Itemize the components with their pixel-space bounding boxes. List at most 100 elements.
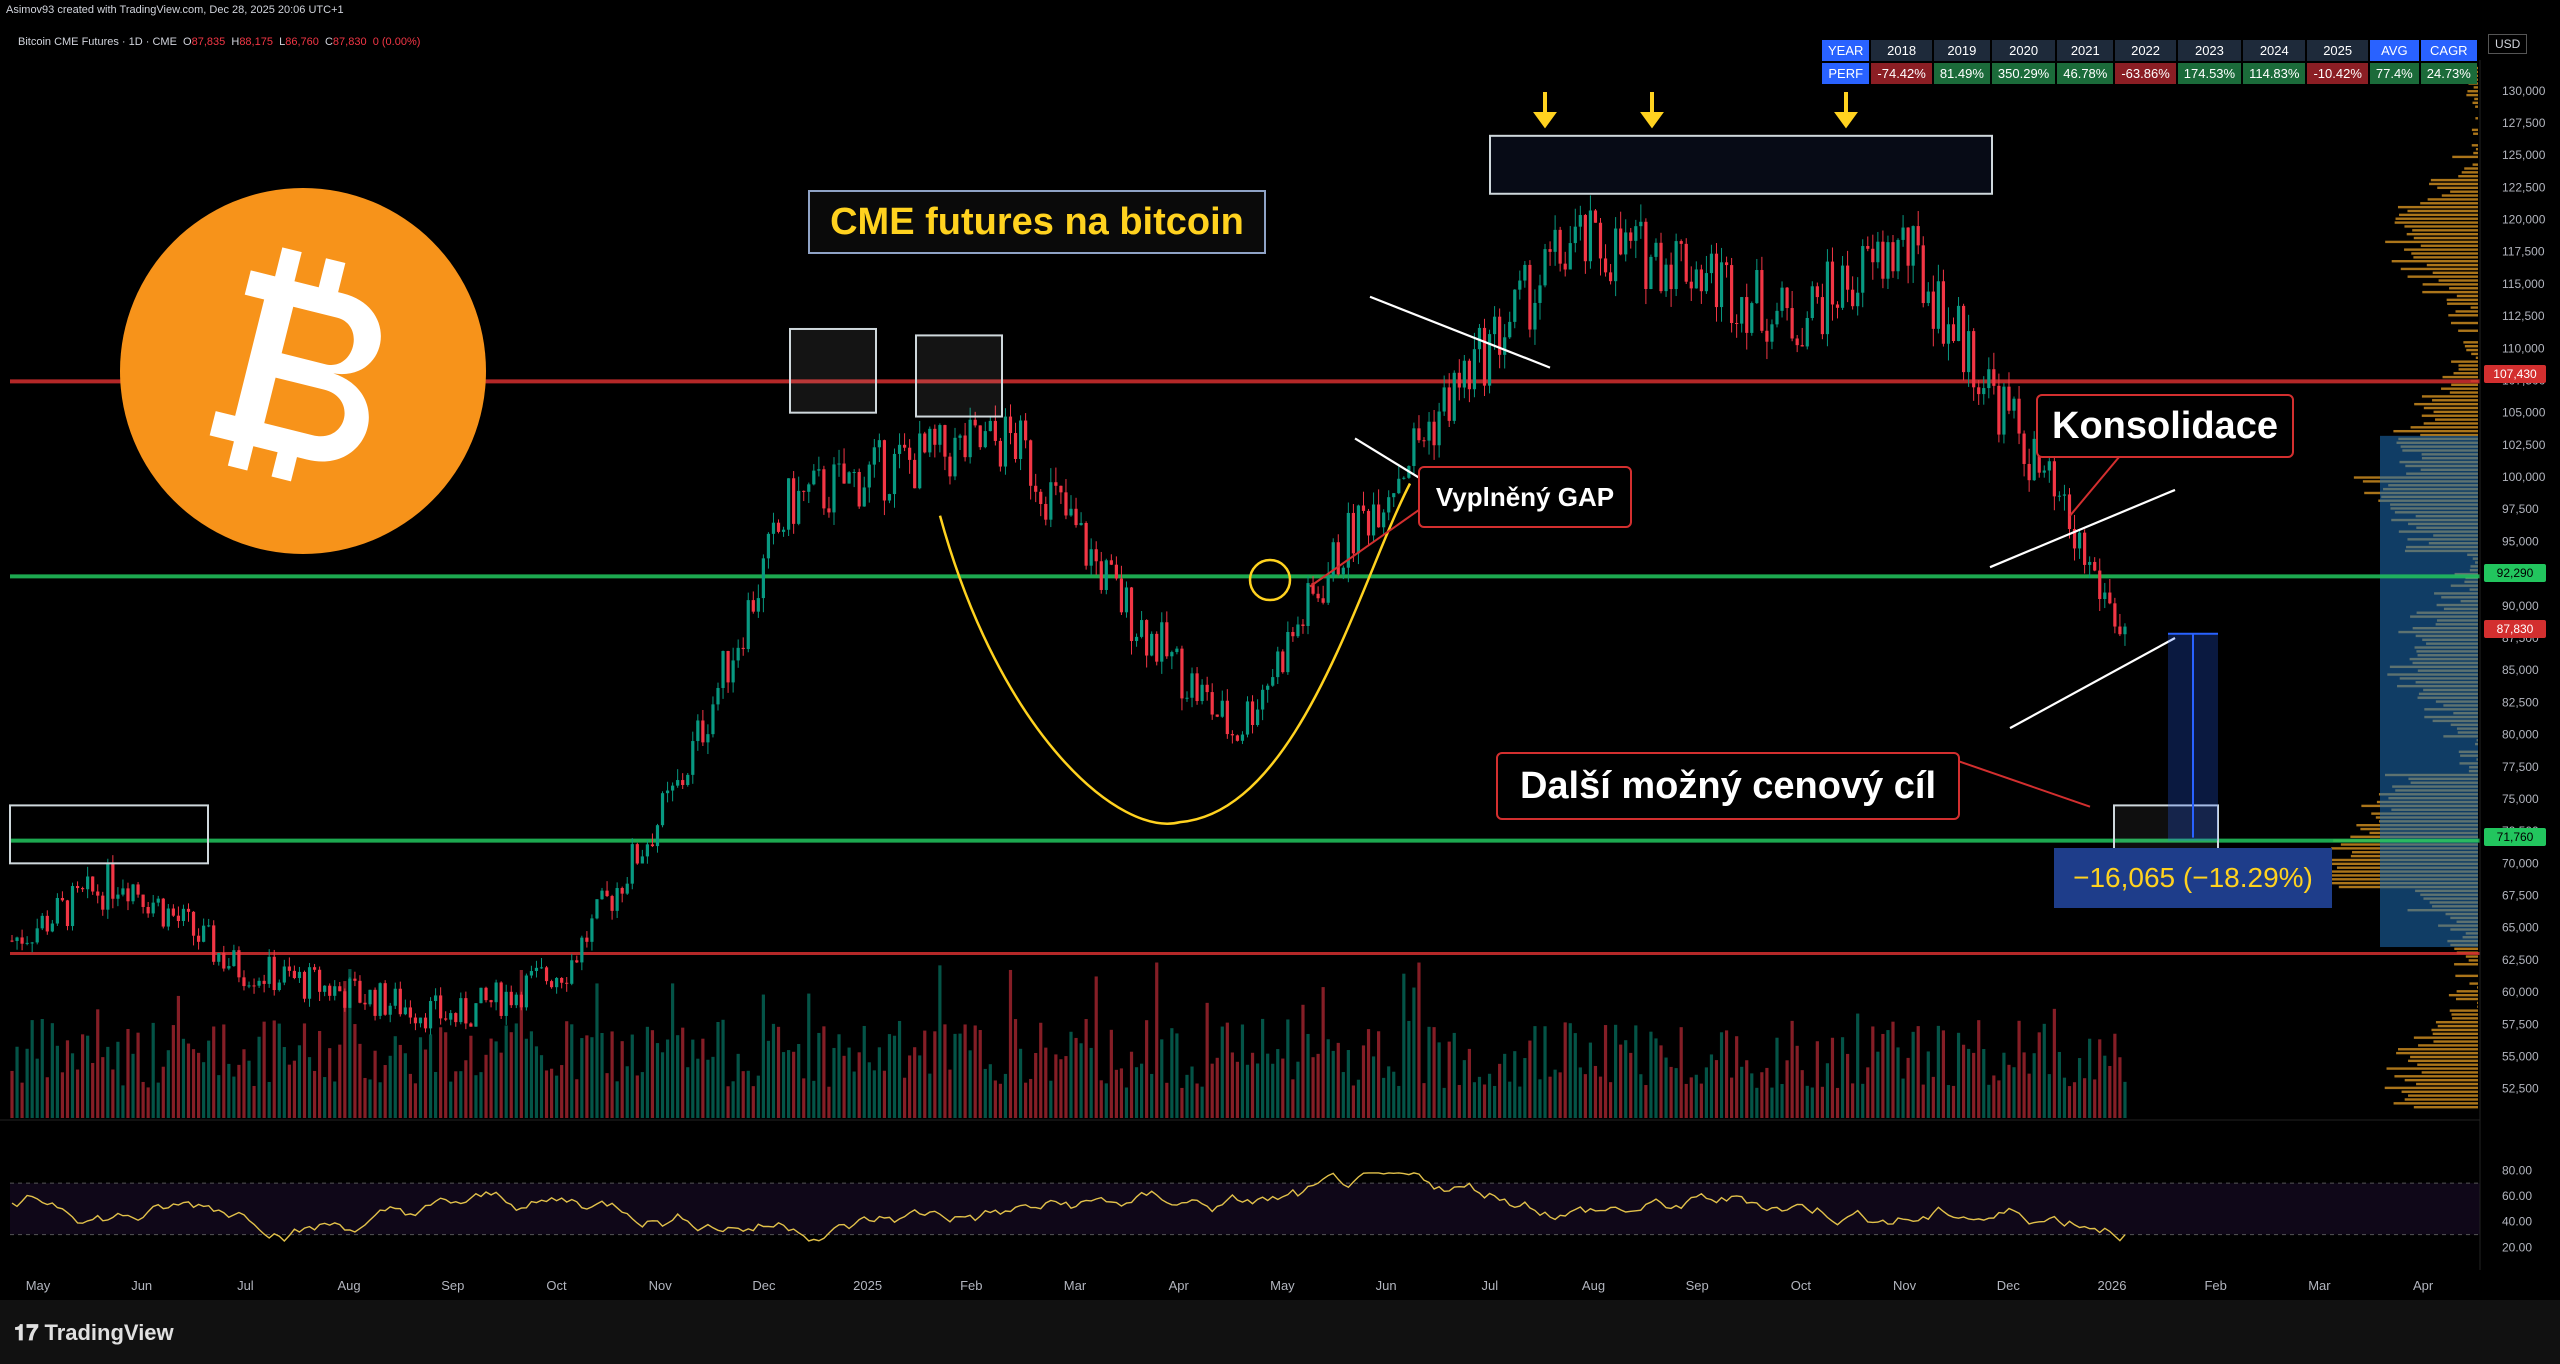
volume-profile-bar xyxy=(2385,240,2478,244)
volume-bar xyxy=(297,1045,302,1118)
volume-bar xyxy=(1286,1019,1290,1118)
time-tick-label: Sep xyxy=(1686,1278,1709,1293)
volume-bar xyxy=(1170,1028,1174,1118)
rsi-tick-label: 20.00 xyxy=(2502,1240,2532,1254)
candle-body xyxy=(383,983,387,1015)
gap-callout: Vyplněný GAP xyxy=(1418,466,1632,528)
candle-body xyxy=(191,911,196,936)
candle-body xyxy=(1810,286,1814,319)
volume-profile-bar xyxy=(2433,410,2478,414)
volume-profile-bar xyxy=(2423,422,2478,425)
volume-bar xyxy=(2037,1032,2041,1118)
price-tick-label: 115,000 xyxy=(2502,277,2545,291)
candle-body xyxy=(1805,318,1809,347)
volume-bar xyxy=(1331,1050,1335,1118)
candle-body xyxy=(1856,292,1860,307)
candle-body xyxy=(1054,482,1058,486)
callout-pointer xyxy=(1955,759,2091,808)
candle-body xyxy=(635,844,639,864)
candle-body xyxy=(1266,685,1270,690)
volume-bar xyxy=(20,1082,24,1118)
candle-body xyxy=(988,420,992,432)
volume-bar xyxy=(1714,1060,1719,1118)
candle-body xyxy=(1432,421,1436,446)
candle-body xyxy=(50,923,54,932)
volume-bar xyxy=(464,1060,468,1118)
volume-bar xyxy=(862,1025,866,1118)
volume-bar xyxy=(45,1077,49,1118)
volume-bar xyxy=(1134,1067,1139,1118)
volume-bar xyxy=(1245,1064,1250,1118)
volume-bar xyxy=(1119,1068,1124,1118)
perf-year: 2025 xyxy=(2307,40,2368,61)
candle-body xyxy=(111,863,115,899)
candle-body xyxy=(1916,226,1920,246)
volume-profile-bar xyxy=(2466,348,2478,352)
volume-bar xyxy=(1024,1082,1028,1118)
candle-body xyxy=(1029,440,1033,486)
volume-profile-bar xyxy=(2454,947,2478,951)
volume-profile-bar xyxy=(2475,147,2478,151)
candle-body xyxy=(86,876,90,890)
candle-body xyxy=(549,981,554,988)
candle-body xyxy=(1230,734,1234,736)
candle-body xyxy=(993,420,997,441)
volume-bar xyxy=(807,993,811,1118)
top-zone-box xyxy=(1489,134,1993,195)
volume-profile-bar xyxy=(2473,86,2478,89)
time-tick-label: Feb xyxy=(960,1278,982,1293)
volume-bar xyxy=(302,1023,307,1118)
volume-bar xyxy=(1452,1032,1456,1118)
time-tick-label: Sep xyxy=(441,1278,464,1293)
volume-bar xyxy=(948,1069,952,1118)
volume-bar xyxy=(35,1058,39,1118)
volume-bar xyxy=(1109,1029,1113,1118)
candle-body xyxy=(1543,249,1547,286)
volume-bar xyxy=(191,1049,196,1118)
volume-bar xyxy=(1346,1050,1350,1118)
volume-bar xyxy=(1487,1073,1492,1118)
volume-bar xyxy=(1457,1084,1461,1118)
volume-bar xyxy=(1750,1073,1754,1118)
time-tick-label: Nov xyxy=(1893,1278,1917,1293)
volume-profile-bar xyxy=(2447,302,2478,305)
volume-bar xyxy=(439,1027,443,1118)
volume-profile-bar xyxy=(2408,1059,2478,1063)
currency-button[interactable]: USD xyxy=(2488,34,2528,54)
volume-bar xyxy=(217,1075,221,1118)
volume-profile-bar xyxy=(2451,383,2478,387)
volume-bar xyxy=(1220,1026,1224,1118)
price-tag-support-mid: 92,290 xyxy=(2484,564,2546,582)
candle-body xyxy=(1225,700,1229,735)
volume-profile-bar xyxy=(2467,90,2478,93)
candle-body xyxy=(353,978,357,981)
volume-bar xyxy=(1104,1083,1108,1118)
rsi-tick-label: 40.00 xyxy=(2502,1215,2532,1229)
volume-bar xyxy=(555,1075,559,1118)
volume-bar xyxy=(1956,1032,1961,1118)
volume-bar xyxy=(610,1031,614,1118)
volume-profile-bar xyxy=(2413,1106,2478,1109)
candle-body xyxy=(1064,492,1068,516)
candle-body xyxy=(1356,505,1361,554)
candle-body xyxy=(1094,549,1098,562)
volume-bar xyxy=(837,1034,841,1118)
volume-bar xyxy=(1689,1077,1693,1118)
candle-body xyxy=(1911,226,1915,266)
candle-body xyxy=(968,419,972,458)
time-tick-label: Mar xyxy=(1064,1278,1087,1293)
candle-body xyxy=(45,915,49,932)
price-chart[interactable]: 80.00 60.00 40.00 20.00 130,000 127,500 125,0… xyxy=(0,0,2560,1300)
volume-bar xyxy=(1250,1052,1255,1118)
volume-bar xyxy=(2007,1064,2011,1118)
time-tick-label: Oct xyxy=(546,1278,567,1293)
volume-bar xyxy=(1356,1079,1361,1118)
perf-year: 2020 xyxy=(1991,40,2056,61)
volume-profile-bar xyxy=(2456,294,2478,298)
candle-body xyxy=(277,982,281,991)
candle-body xyxy=(2057,495,2061,497)
volume-bar xyxy=(1548,1076,1552,1118)
candle-body xyxy=(1140,620,1144,637)
rsi-tick-label: 80.00 xyxy=(2502,1163,2532,1177)
volume-bar xyxy=(812,1080,816,1118)
